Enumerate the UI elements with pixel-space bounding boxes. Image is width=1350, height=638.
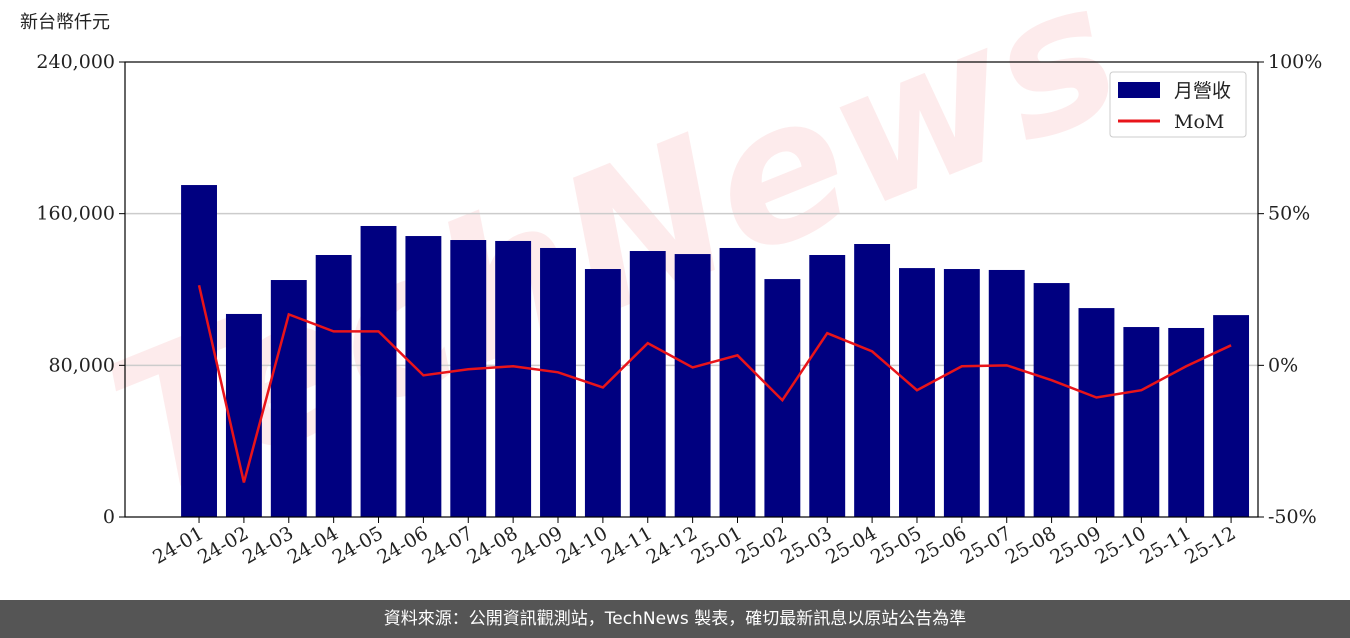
x-tick-label: 25-05 [867, 522, 925, 568]
x-tick-label: 25-02 [732, 522, 790, 568]
x-tick-label: 25-11 [1136, 522, 1194, 568]
bar [1033, 283, 1070, 517]
x-tick-label: 24-12 [643, 522, 701, 568]
bar [181, 185, 217, 517]
bar [1213, 315, 1250, 517]
y2-tick-label: 100% [1268, 51, 1322, 73]
bar [1123, 327, 1160, 517]
x-tick-label: 24-10 [553, 522, 611, 568]
y2-tick-label: 0% [1268, 354, 1298, 376]
bar [674, 254, 711, 517]
legend-swatch [1118, 82, 1160, 98]
x-tick-label: 24-09 [508, 522, 566, 568]
line [197, 284, 1232, 483]
x-tick-label: 24-08 [463, 522, 521, 568]
x-tick-label: 25-03 [777, 522, 835, 568]
y-tick-label: 160,000 [36, 203, 115, 225]
x-tick-label: 25-09 [1047, 522, 1105, 568]
x-tick-label: 24-03 [239, 522, 297, 568]
plot-frame [124, 61, 1259, 518]
bar [450, 240, 487, 518]
bar [629, 251, 666, 517]
x-tick-label: 25-10 [1091, 522, 1149, 568]
bar [719, 247, 756, 517]
bar [315, 254, 352, 517]
bar [540, 247, 576, 517]
x-tick-label: 24-05 [329, 522, 387, 568]
legend-label: 月營收 [1174, 80, 1231, 102]
footer: 資料來源：公開資訊觀測站，TechNews 製表，確切最新訊息以原站公告為準 [0, 600, 1350, 638]
bar [809, 254, 846, 517]
x-tick-label: 24-02 [194, 522, 252, 568]
x-tick-label: 24-04 [284, 522, 342, 568]
y2-tick-label: -50% [1268, 506, 1317, 528]
y-tick-label: 0 [103, 506, 115, 528]
bar [1078, 308, 1115, 517]
y2-tick-label: 50% [1268, 203, 1310, 225]
bar [584, 269, 621, 517]
x-tick-label: 25-01 [688, 522, 746, 568]
chart: 新台幣仟元 TechNews080,000160,000240,000-50%0… [20, 0, 1322, 569]
bar [1168, 327, 1205, 517]
x-tick-label: 24-07 [418, 522, 476, 568]
bar [988, 269, 1025, 517]
bar [854, 244, 891, 517]
bar [360, 225, 397, 518]
x-tick-label: 25-08 [1002, 522, 1060, 568]
x-tick-label: 25-04 [822, 522, 880, 568]
x-tick-label: 24-06 [373, 522, 431, 568]
y-axis-title: 新台幣仟元 [20, 12, 110, 33]
bar [495, 240, 532, 517]
x-tick-label: 24-11 [598, 522, 656, 568]
bar [225, 313, 262, 517]
legend-label: MoM [1174, 111, 1224, 133]
y-tick-label: 240,000 [36, 51, 115, 73]
x-tick-label: 25-07 [957, 522, 1015, 568]
y-tick-label: 80,000 [49, 354, 115, 376]
x-tick-label: 25-12 [1181, 522, 1239, 568]
x-tick-label: 25-06 [912, 522, 970, 568]
bar [943, 269, 980, 517]
bar [899, 268, 935, 517]
